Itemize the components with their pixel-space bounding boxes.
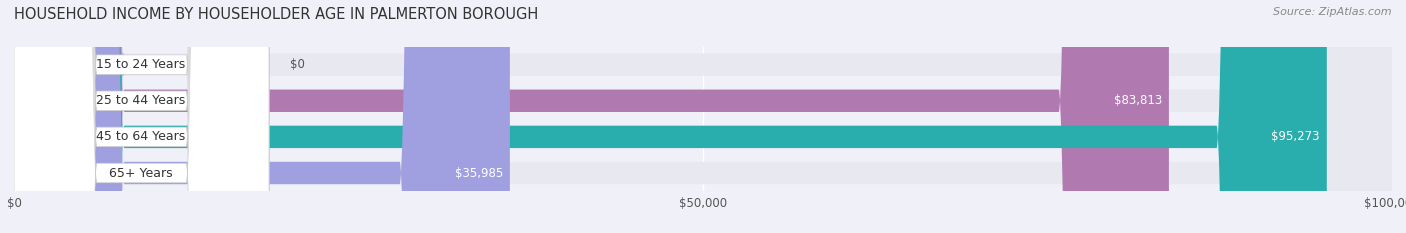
FancyBboxPatch shape (14, 0, 1392, 233)
Text: 25 to 44 Years: 25 to 44 Years (96, 94, 186, 107)
Text: Source: ZipAtlas.com: Source: ZipAtlas.com (1274, 7, 1392, 17)
FancyBboxPatch shape (14, 0, 1392, 233)
Text: 15 to 24 Years: 15 to 24 Years (96, 58, 186, 71)
Text: $35,985: $35,985 (454, 167, 503, 179)
Text: 65+ Years: 65+ Years (110, 167, 173, 179)
Text: $0: $0 (290, 58, 305, 71)
FancyBboxPatch shape (14, 0, 1327, 233)
Text: $95,273: $95,273 (1271, 130, 1320, 143)
FancyBboxPatch shape (14, 0, 1392, 233)
FancyBboxPatch shape (14, 0, 1168, 233)
FancyBboxPatch shape (14, 0, 269, 233)
FancyBboxPatch shape (0, 0, 124, 233)
FancyBboxPatch shape (14, 0, 510, 233)
Text: HOUSEHOLD INCOME BY HOUSEHOLDER AGE IN PALMERTON BOROUGH: HOUSEHOLD INCOME BY HOUSEHOLDER AGE IN P… (14, 7, 538, 22)
FancyBboxPatch shape (14, 0, 269, 233)
Text: 45 to 64 Years: 45 to 64 Years (96, 130, 186, 143)
Text: $83,813: $83,813 (1114, 94, 1161, 107)
FancyBboxPatch shape (14, 0, 269, 233)
FancyBboxPatch shape (14, 0, 1392, 233)
FancyBboxPatch shape (14, 0, 269, 233)
